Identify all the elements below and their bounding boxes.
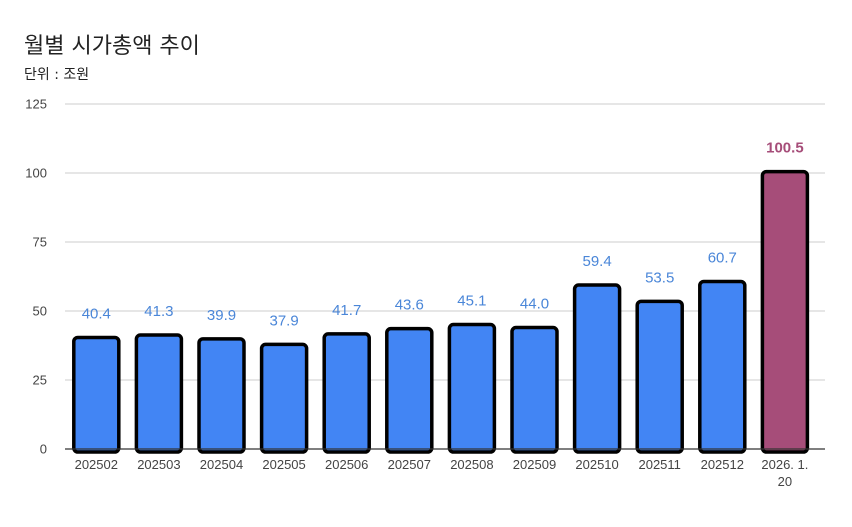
x-tick-label: 202504 [200, 457, 243, 472]
bar [698, 279, 747, 454]
y-tick-label: 0 [40, 442, 47, 457]
data-label: 44.0 [520, 296, 549, 313]
x-tick-label: 202509 [513, 457, 556, 472]
data-label: 41.7 [332, 302, 361, 319]
data-label: 41.3 [144, 303, 173, 320]
y-tick-label: 50 [33, 304, 47, 319]
data-label: 53.5 [645, 269, 674, 286]
data-label: 40.4 [82, 305, 111, 322]
bar [134, 333, 184, 454]
x-tick-label: 202503 [137, 457, 180, 472]
data-label: 39.9 [207, 307, 236, 324]
data-label: 59.4 [582, 253, 611, 270]
bar [72, 335, 121, 454]
bar [510, 325, 559, 454]
bar [572, 283, 622, 454]
data-label: 43.6 [395, 297, 424, 314]
x-tick-label: 202511 [638, 457, 680, 472]
bar [635, 299, 684, 454]
bar [447, 322, 497, 454]
x-tick-label: 202507 [388, 457, 431, 472]
y-tick-label: 125 [25, 97, 47, 112]
data-label: 100.5 [766, 140, 804, 157]
data-label: 45.1 [457, 293, 486, 310]
x-tick-label: 202510 [575, 457, 618, 472]
bar [322, 332, 371, 454]
x-tick-label: 202505 [262, 457, 305, 472]
x-tick-label: 202512 [701, 457, 744, 472]
data-label: 60.7 [708, 249, 737, 266]
bar [197, 337, 246, 454]
data-label: 37.9 [269, 312, 298, 329]
x-tick-label: 202502 [75, 457, 118, 472]
bar [760, 169, 810, 454]
bar [385, 326, 434, 454]
x-tick-label: 2026. 1. 20 [761, 457, 808, 489]
y-tick-label: 100 [25, 166, 47, 181]
x-tick-label: 202506 [325, 457, 368, 472]
chart-subtitle: 단위 : 조원 [24, 67, 90, 83]
bar [259, 342, 309, 454]
chart-title: 월별 시가총액 추이 [24, 34, 200, 59]
x-tick-label: 202508 [450, 457, 493, 472]
y-tick-label: 75 [33, 235, 47, 250]
y-tick-label: 25 [33, 373, 47, 388]
